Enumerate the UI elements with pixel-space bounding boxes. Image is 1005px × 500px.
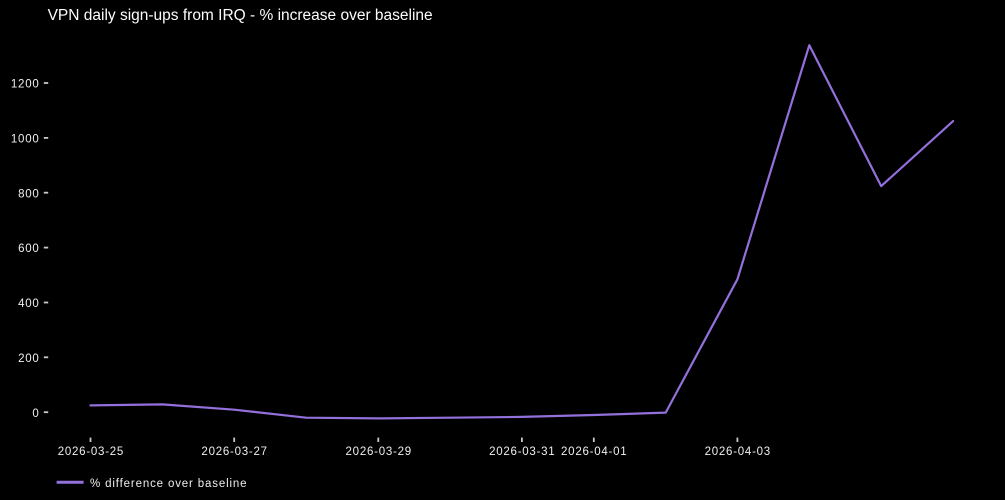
svg-text:400: 400 (18, 298, 39, 310)
svg-text:0: 0 (32, 408, 39, 420)
svg-text:2026-03-29: 2026-03-29 (346, 446, 412, 458)
svg-text:2026-04-01: 2026-04-01 (561, 446, 627, 458)
svg-text:% difference over baseline: % difference over baseline (90, 478, 247, 490)
svg-text:2026-03-25: 2026-03-25 (58, 446, 124, 458)
svg-text:2026-04-03: 2026-04-03 (705, 446, 771, 458)
svg-text:600: 600 (18, 243, 39, 255)
svg-text:1000: 1000 (11, 134, 40, 146)
svg-text:2026-03-31: 2026-03-31 (489, 446, 555, 458)
svg-text:1200: 1200 (11, 79, 40, 91)
svg-text:200: 200 (18, 353, 39, 365)
svg-text:2026-03-27: 2026-03-27 (201, 446, 267, 458)
svg-text:800: 800 (18, 188, 39, 200)
svg-text:VPN daily sign-ups from IRQ -: VPN daily sign-ups from IRQ - % increase… (48, 7, 433, 24)
